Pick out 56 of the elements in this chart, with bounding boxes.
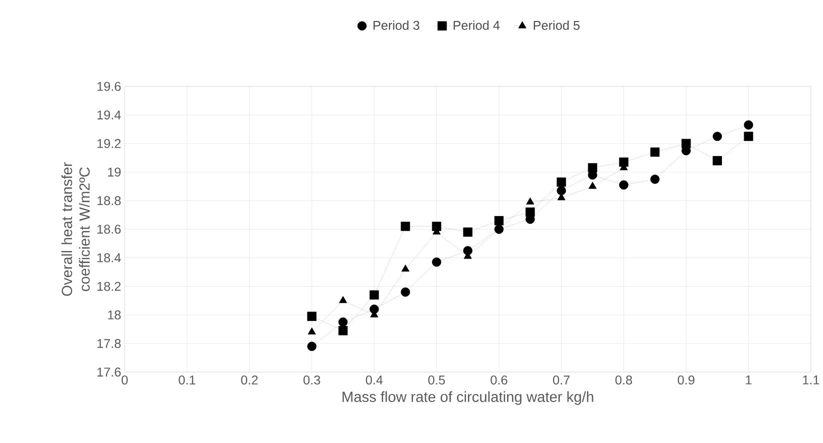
legend-label: Period 3 (374, 20, 420, 30)
legend-label: Period 4 (454, 20, 500, 30)
y-tick-label: 18.8 (97, 196, 121, 206)
point (338, 318, 348, 327)
point (712, 132, 722, 142)
x-tick-label: 1 (746, 376, 752, 384)
x-tick-label: 0.2 (241, 376, 258, 385)
point (526, 208, 535, 217)
point (307, 342, 316, 352)
y-axis-title: Overall heat transfer coefficient W/m2ºC (61, 162, 90, 296)
point (712, 156, 722, 166)
y-tick-label: 17.8 (97, 339, 121, 348)
point (400, 222, 410, 232)
y-tick-label: 18 (108, 310, 121, 320)
point (556, 178, 566, 187)
point (400, 288, 410, 297)
y-tick-label: 19.6 (97, 82, 121, 92)
x-tick-label: 0.5 (428, 376, 445, 385)
y-tick-label: 18.2 (97, 282, 121, 291)
x-tick-label: 0.6 (490, 376, 508, 385)
point (370, 290, 379, 300)
x-tick-label: 0.7 (553, 376, 570, 385)
y-tick-label: 18.6 (97, 224, 121, 234)
point (401, 264, 410, 272)
point (308, 328, 316, 335)
point (494, 216, 504, 226)
x-tick-label: 0.1 (178, 376, 196, 385)
x-tick-label: 0.9 (678, 376, 694, 385)
point (307, 312, 316, 322)
y-tick-label: 17.6 (97, 368, 121, 377)
point (526, 198, 534, 205)
point (588, 182, 597, 189)
point (432, 258, 442, 267)
x-tick-label: 0.3 (303, 376, 320, 385)
point (588, 163, 598, 173)
point (744, 132, 754, 142)
point (744, 120, 754, 130)
legend-label: Period 5 (534, 20, 580, 30)
point (650, 174, 660, 184)
y-tick-label: 19 (108, 168, 121, 177)
point (650, 148, 660, 157)
point (556, 186, 566, 196)
point (682, 139, 691, 148)
x-axis-title: Mass flow rate of circulating water kg/h (342, 391, 594, 406)
x-tick-label: 0.4 (366, 376, 383, 385)
y-tick-label: 19.2 (97, 139, 121, 148)
point (494, 224, 504, 234)
x-tick-label: 0 (122, 376, 128, 385)
x-tick-label: 1.1 (803, 376, 820, 384)
point (619, 180, 628, 190)
y-tick-label: 19.4 (97, 110, 121, 120)
point (463, 228, 472, 237)
point (339, 296, 348, 304)
y-tick-label: 18.4 (97, 253, 121, 262)
point (338, 326, 348, 336)
x-tick-label: 0.8 (615, 376, 632, 385)
